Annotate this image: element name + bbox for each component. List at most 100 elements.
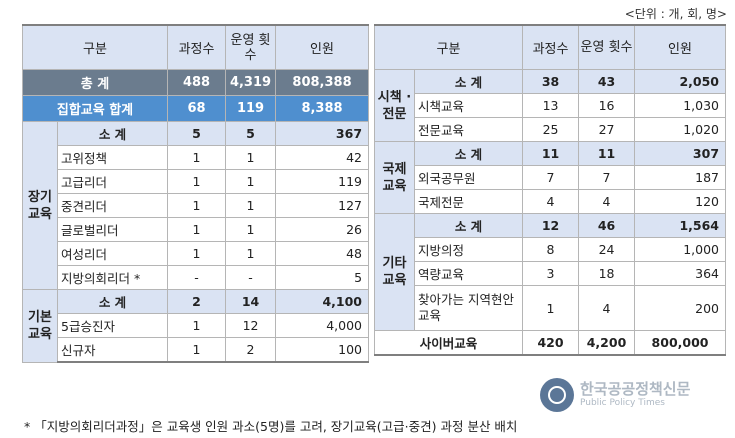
subtotal-label: 소 계 bbox=[413, 141, 524, 166]
long-term-category: 장기 교육 bbox=[22, 121, 58, 290]
subtotal-sessions: 11 bbox=[578, 141, 636, 166]
cyber-people: 800,000 bbox=[634, 330, 727, 356]
row-name: 찾아가는 지역현안교육 bbox=[413, 285, 524, 331]
row-name: 신규자 bbox=[56, 337, 169, 363]
row-sessions: - bbox=[225, 265, 277, 290]
row-sessions: 1 bbox=[225, 217, 277, 242]
row-courses: 1 bbox=[167, 337, 227, 363]
row-courses: 8 bbox=[522, 237, 580, 262]
international-subtotal-row: 국제 교육 소 계 11 11 307 bbox=[374, 141, 727, 214]
international-category: 국제 교육 bbox=[374, 141, 415, 214]
row-courses: 1 bbox=[167, 313, 227, 338]
row-name: 역량교육 bbox=[413, 261, 524, 286]
group-total-courses: 68 bbox=[167, 95, 227, 122]
cyber-label: 사이버교육 bbox=[373, 330, 524, 356]
grand-total-sessions: 4,319 bbox=[225, 69, 277, 96]
row-people: 127 bbox=[275, 193, 370, 218]
row-people: 48 bbox=[275, 241, 370, 266]
policy-subtotal-row: 시책 · 전문 소 계 38 43 2,050 bbox=[374, 69, 727, 142]
subtotal-people: 2,050 bbox=[634, 69, 727, 94]
header-category: 구분 bbox=[373, 24, 524, 70]
header-sessions: 운영 횟수 bbox=[225, 24, 277, 70]
subtotal-label: 소 계 bbox=[56, 121, 169, 146]
row-sessions: 24 bbox=[578, 237, 636, 262]
table-row: 신규자 1 2 100 bbox=[23, 337, 370, 363]
footnote: * 「지방의회리더과정」은 교육생 인원 과소(5명)를 고려, 장기교육(고급… bbox=[24, 419, 518, 434]
row-sessions: 16 bbox=[578, 93, 636, 118]
unit-label: <단위 : 개, 회, 명> bbox=[624, 7, 727, 21]
right-table: 구분 과정수 운영 횟수 인원 시책 · 전문 소 계 38 43 2,050 … bbox=[373, 24, 727, 356]
row-sessions: 12 bbox=[225, 313, 277, 338]
row-courses: 1 bbox=[167, 169, 227, 194]
subtotal-courses: 12 bbox=[522, 213, 580, 238]
row-courses: 13 bbox=[522, 93, 580, 118]
header-people: 인원 bbox=[634, 24, 727, 70]
subtotal-courses: 2 bbox=[167, 289, 227, 314]
subtotal-label: 소 계 bbox=[413, 69, 524, 94]
row-name: 글로벌리더 bbox=[56, 217, 169, 242]
row-name: 5급승진자 bbox=[56, 313, 169, 338]
table-row: 중견리더 1 1 127 bbox=[23, 193, 370, 218]
row-people: 1,030 bbox=[634, 93, 727, 118]
row-courses: 4 bbox=[522, 189, 580, 214]
row-sessions: 4 bbox=[578, 189, 636, 214]
table-row: 5급승진자 1 12 4,000 bbox=[23, 313, 370, 338]
row-name: 전문교육 bbox=[413, 117, 524, 142]
other-category: 기타 교육 bbox=[374, 213, 415, 331]
group-total-sessions: 119 bbox=[225, 95, 277, 122]
watermark: 한국공공정책신문 Public Policy Times bbox=[540, 374, 730, 422]
subtotal-people: 1,564 bbox=[634, 213, 727, 238]
table-row: 시책교육 13 16 1,030 bbox=[375, 93, 727, 118]
row-people: 119 bbox=[275, 169, 370, 194]
other-subtotal-row: 기타 교육 소 계 12 46 1,564 bbox=[374, 213, 727, 331]
left-header-row: 구분 과정수 운영 횟수 인원 bbox=[21, 24, 370, 70]
table-row: 지방의회리더 * - - 5 bbox=[23, 265, 370, 290]
group-total-row: 집합교육 합계 68 119 8,388 bbox=[21, 95, 370, 122]
watermark-logo-icon bbox=[540, 378, 574, 412]
policy-category: 시책 · 전문 bbox=[374, 69, 415, 142]
row-name: 지방의회리더 * bbox=[56, 265, 169, 290]
row-people: 4,000 bbox=[275, 313, 370, 338]
table-row: 전문교육 25 27 1,020 bbox=[375, 117, 727, 142]
row-sessions: 1 bbox=[225, 193, 277, 218]
row-courses: 1 bbox=[167, 241, 227, 266]
row-sessions: 27 bbox=[578, 117, 636, 142]
subtotal-people: 367 bbox=[275, 121, 370, 146]
table-row: 찾아가는 지역현안교육 1 4 200 bbox=[375, 285, 727, 331]
subtotal-people: 4,100 bbox=[275, 289, 370, 314]
row-name: 시책교육 bbox=[413, 93, 524, 118]
row-courses: 1 bbox=[167, 217, 227, 242]
grand-total-label: 총 계 bbox=[21, 69, 169, 96]
subtotal-label: 소 계 bbox=[56, 289, 169, 314]
row-people: 120 bbox=[634, 189, 727, 214]
header-sessions: 운영 횟수 bbox=[578, 24, 636, 70]
row-people: 5 bbox=[275, 265, 370, 290]
row-courses: 1 bbox=[522, 285, 580, 331]
table-row: 글로벌리더 1 1 26 bbox=[23, 217, 370, 242]
table-row: 여성리더 1 1 48 bbox=[23, 241, 370, 266]
watermark-text: 한국공공정책신문 bbox=[580, 380, 691, 398]
header-courses: 과정수 bbox=[167, 24, 227, 70]
row-people: 1,000 bbox=[634, 237, 727, 262]
grand-total-row: 총 계 488 4,319 808,388 bbox=[21, 69, 370, 96]
subtotal-courses: 38 bbox=[522, 69, 580, 94]
subtotal-sessions: 5 bbox=[225, 121, 277, 146]
table-row: 역량교육 3 18 364 bbox=[375, 261, 727, 286]
basic-subtotal-row: 기본 교육 소 계 2 14 4,100 bbox=[22, 289, 370, 363]
basic-category: 기본 교육 bbox=[22, 289, 58, 363]
group-total-label: 집합교육 합계 bbox=[21, 95, 169, 122]
row-name: 국제전문 bbox=[413, 189, 524, 214]
row-sessions: 18 bbox=[578, 261, 636, 286]
subtotal-label: 소 계 bbox=[413, 213, 524, 238]
left-table: 구분 과정수 운영 횟수 인원 총 계 488 4,319 808,388 집합… bbox=[21, 24, 370, 363]
row-people: 200 bbox=[634, 285, 727, 331]
row-name: 중견리더 bbox=[56, 193, 169, 218]
row-name: 외국공무원 bbox=[413, 165, 524, 190]
row-courses: 1 bbox=[167, 145, 227, 170]
group-total-people: 8,388 bbox=[275, 95, 370, 122]
row-courses: 3 bbox=[522, 261, 580, 286]
row-courses: 1 bbox=[167, 193, 227, 218]
subtotal-sessions: 14 bbox=[225, 289, 277, 314]
row-people: 26 bbox=[275, 217, 370, 242]
row-people: 1,020 bbox=[634, 117, 727, 142]
